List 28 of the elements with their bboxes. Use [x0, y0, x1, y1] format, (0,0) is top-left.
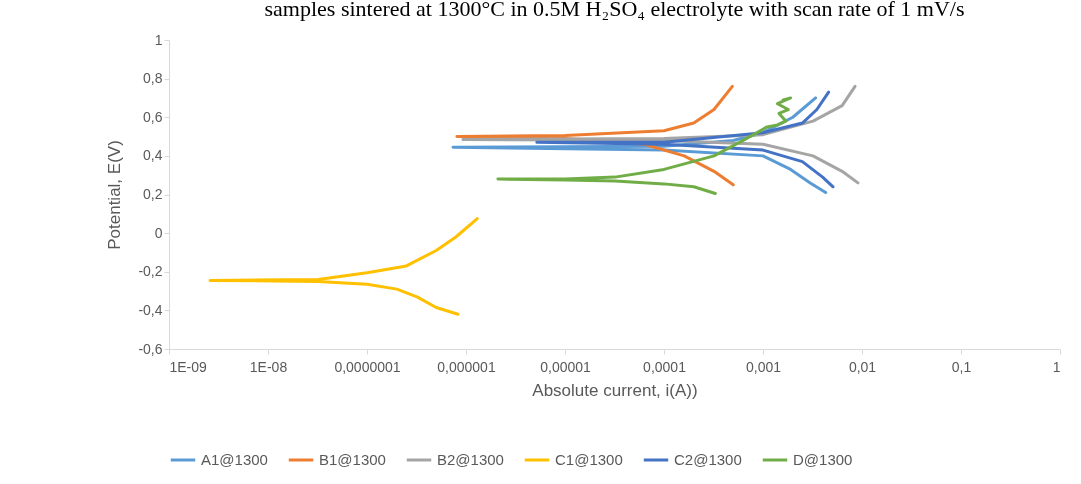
x-tick-label: 0,001 — [745, 358, 782, 375]
y-tick-label: 0,8 — [143, 70, 163, 87]
legend-label: D@1300 — [793, 451, 853, 468]
legend-label: B1@1300 — [319, 451, 386, 468]
x-tick-label: 0,0001 — [643, 358, 687, 375]
y-tick-label: 0 — [154, 224, 163, 241]
x-tick-label: 1E-08 — [249, 358, 288, 375]
y-tick-label: 0,2 — [143, 186, 163, 202]
x-tick-label: 0,01 — [848, 358, 877, 375]
x-tick-label: 1 — [1052, 358, 1061, 375]
legend-label: C2@1300 — [674, 451, 742, 468]
x-tick-label: 0,0000001 — [334, 358, 401, 375]
y-tick-label: -0,4 — [138, 301, 163, 318]
x-tick-label: 0,1 — [951, 358, 972, 375]
legend-label: C1@1300 — [555, 451, 623, 468]
x-tick-label: 0,00001 — [540, 358, 592, 375]
y-tick-label: -0,2 — [138, 263, 163, 280]
legend-label: A1@1300 — [201, 451, 268, 468]
y-axis-title: Potential, E(V) — [105, 140, 125, 250]
x-tick-label: 0,000001 — [437, 358, 496, 375]
chart-title: samples sintered at 1300°C in 0.5M H₂SO₄ electrolyte with scan rate of 1 mV/s — [264, 0, 965, 21]
y-tick-label: 0,4 — [143, 147, 163, 164]
legend-label: B2@1300 — [437, 451, 504, 468]
x-tick-label: 1E-09 — [169, 358, 208, 375]
y-tick-label: 1 — [154, 31, 163, 48]
x-axis-title: Absolute current, i(A)) — [532, 380, 698, 400]
y-tick-label: 0,6 — [143, 108, 163, 125]
y-tick-label: -0,6 — [138, 340, 163, 357]
